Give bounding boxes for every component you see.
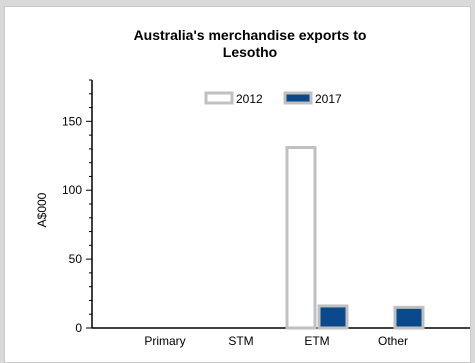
y-axis: 0 50 100 150 <box>62 79 93 335</box>
y-tick-label: 50 <box>69 252 83 266</box>
x-axis: Primary STM ETM Other <box>92 327 470 348</box>
x-tick-label: ETM <box>304 334 329 348</box>
y-axis-label: A$000 <box>35 192 49 227</box>
chart-title-line-2: Lesotho <box>223 44 277 60</box>
bar-2017-other <box>393 305 425 330</box>
x-tick-label: Primary <box>144 334 185 348</box>
bar-2017-etm <box>317 304 349 330</box>
legend-label-2017: 2017 <box>315 92 342 106</box>
legend-swatch-2012 <box>204 91 234 105</box>
legend-swatch-2017 <box>283 91 313 105</box>
chart-panel <box>4 6 471 363</box>
x-tick-label: Other <box>378 334 408 348</box>
y-tick-label: 100 <box>62 183 82 197</box>
y-tick-label: 0 <box>75 321 82 335</box>
x-tick-label: STM <box>228 334 253 348</box>
y-tick-label: 150 <box>62 114 82 128</box>
bar-2012-etm <box>285 146 317 330</box>
bars <box>285 146 425 330</box>
chart-title-line-1: Australia's merchandise exports to <box>134 27 367 43</box>
legend-label-2012: 2012 <box>236 92 263 106</box>
legend: 2012 2017 <box>204 91 342 106</box>
